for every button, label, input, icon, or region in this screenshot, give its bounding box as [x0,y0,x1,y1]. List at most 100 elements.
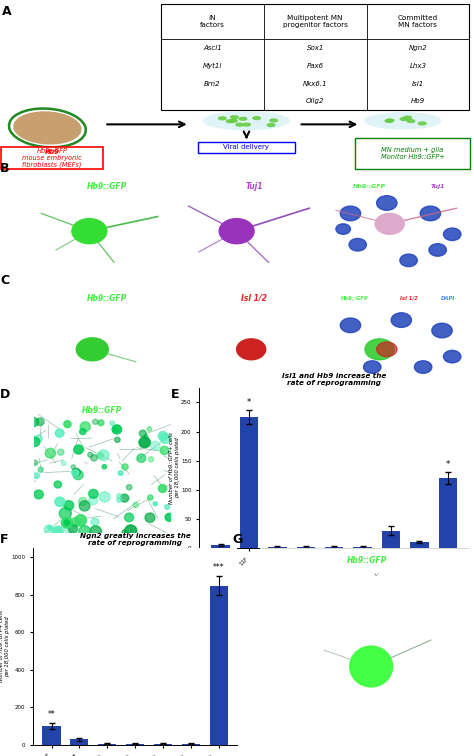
Text: Tuj1: Tuj1 [430,184,445,189]
Circle shape [36,418,44,426]
Circle shape [164,505,170,510]
Bar [325,547,343,548]
Circle shape [98,450,109,460]
Circle shape [79,525,91,537]
FancyBboxPatch shape [328,177,474,196]
Bar [438,478,457,548]
Circle shape [71,517,81,527]
Circle shape [147,426,152,431]
Text: Hb9::GFP: Hb9::GFP [341,296,369,301]
Text: Hb9::GFP: Hb9::GFP [347,556,387,565]
Circle shape [118,471,123,476]
Circle shape [349,238,366,251]
Circle shape [72,218,107,243]
Circle shape [160,434,171,444]
Circle shape [236,123,244,126]
Circle shape [64,500,73,510]
Circle shape [117,494,121,498]
Text: C: C [0,274,9,287]
Circle shape [125,513,134,522]
Bar [240,417,258,548]
FancyBboxPatch shape [34,289,180,308]
Text: Olig2: Olig2 [306,98,325,104]
Circle shape [122,464,128,470]
FancyBboxPatch shape [182,177,327,196]
Bar [353,547,372,548]
Circle shape [145,513,155,522]
Circle shape [144,435,148,438]
Circle shape [113,428,118,432]
Text: Isl 1/2: Isl 1/2 [241,293,267,302]
Bar [211,545,230,548]
Bar [126,744,144,745]
Bar [98,744,116,745]
Title: Ngn2 greatly increases the
rate of reprogramming: Ngn2 greatly increases the rate of repro… [80,533,191,547]
Text: Hb9::GFP: Hb9::GFP [82,406,122,415]
Circle shape [72,469,80,476]
Text: Myt1l: Myt1l [203,63,222,69]
Circle shape [57,449,64,455]
Title: Isl1 and Hb9 increase the
rate of reprogramming: Isl1 and Hb9 increase the rate of reprog… [282,373,386,386]
FancyBboxPatch shape [34,177,180,196]
Circle shape [377,342,397,357]
Bar [210,586,228,745]
Text: G: G [232,533,243,547]
Circle shape [46,448,55,458]
Text: Hb9: Hb9 [411,98,425,104]
Circle shape [377,196,397,210]
FancyBboxPatch shape [182,289,327,308]
Bar [382,531,400,548]
Circle shape [80,429,86,435]
Circle shape [404,116,411,119]
Circle shape [432,324,452,338]
Bar [161,4,469,110]
Circle shape [91,518,99,525]
FancyBboxPatch shape [328,289,474,308]
Circle shape [340,318,361,333]
Circle shape [80,422,91,432]
Circle shape [148,457,154,462]
Circle shape [153,502,157,506]
Circle shape [127,485,132,490]
Text: Nkx6.1: Nkx6.1 [303,80,328,86]
Circle shape [34,490,43,499]
Circle shape [53,528,61,534]
Bar [410,542,428,548]
Circle shape [391,313,411,327]
Circle shape [76,338,108,361]
Ellipse shape [204,112,289,130]
FancyBboxPatch shape [34,403,171,419]
Circle shape [117,497,122,502]
Circle shape [30,437,40,447]
Text: *: * [446,460,450,469]
Circle shape [239,117,247,120]
Circle shape [165,513,173,522]
Text: E: E [171,388,179,401]
Circle shape [400,118,408,120]
Circle shape [133,502,138,507]
Circle shape [407,119,415,122]
Circle shape [147,495,153,500]
Text: *: * [247,398,251,407]
Circle shape [79,497,87,506]
Circle shape [219,117,226,119]
Text: 11 Fctr iMN: 11 Fctr iMN [15,211,19,247]
Circle shape [97,453,103,459]
Circle shape [112,425,121,434]
Circle shape [89,489,98,498]
Y-axis label: Number of Hb9::GFP+ cells
per 18,000 cells plated: Number of Hb9::GFP+ cells per 18,000 cel… [169,432,180,504]
Circle shape [429,243,447,256]
Circle shape [227,119,234,122]
Circle shape [219,218,254,243]
Circle shape [385,119,392,122]
Circle shape [32,460,37,466]
Text: DAPI: DAPI [441,296,455,301]
Circle shape [71,465,75,469]
Circle shape [90,526,101,537]
Text: MN medium + glia
Monitor Hb9::GFP+: MN medium + glia Monitor Hb9::GFP+ [381,147,444,160]
Text: Lhx3: Lhx3 [410,63,427,69]
Circle shape [64,520,70,525]
Circle shape [444,228,461,240]
Circle shape [98,420,104,426]
Circle shape [270,119,277,122]
